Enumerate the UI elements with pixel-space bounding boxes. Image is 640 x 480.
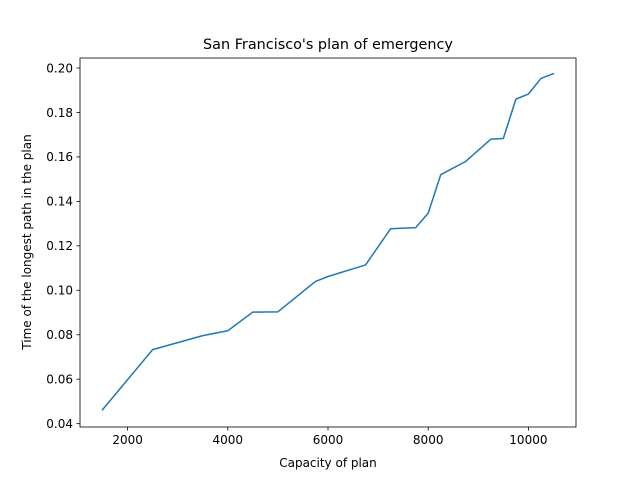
x-tick-label-4000: 4000 <box>213 433 244 447</box>
y-axis-label: Time of the longest path in the plan <box>20 134 34 350</box>
y-tick-label-1: 0.06 <box>46 373 73 387</box>
plot-frame <box>79 57 577 428</box>
x-tick-label-10000: 10000 <box>509 433 547 447</box>
y-tick-label-3: 0.10 <box>46 284 73 298</box>
x-tick-label-6000: 6000 <box>313 433 344 447</box>
y-tick-label-0: 0.04 <box>46 417 73 431</box>
x-tick-label-2000: 2000 <box>112 433 143 447</box>
x-axis-label: Capacity of plan <box>279 456 377 470</box>
chart-title: San Francisco's plan of emergency <box>203 37 453 53</box>
y-tick-label-8: 0.20 <box>46 61 73 75</box>
y-tick-label-7: 0.18 <box>46 106 73 120</box>
y-tick-label-2: 0.08 <box>46 328 73 342</box>
y-tick-label-5: 0.14 <box>46 195 73 209</box>
plot-area: 2000 4000 6000 8000 10000 0.04 0.06 0.08 0.10 0.1… <box>46 57 577 447</box>
y-tick-label-6: 0.16 <box>46 150 73 164</box>
x-tick-label-8000: 8000 <box>413 433 444 447</box>
series-line-0 <box>101 72 555 411</box>
y-tick-label-4: 0.12 <box>46 239 73 253</box>
